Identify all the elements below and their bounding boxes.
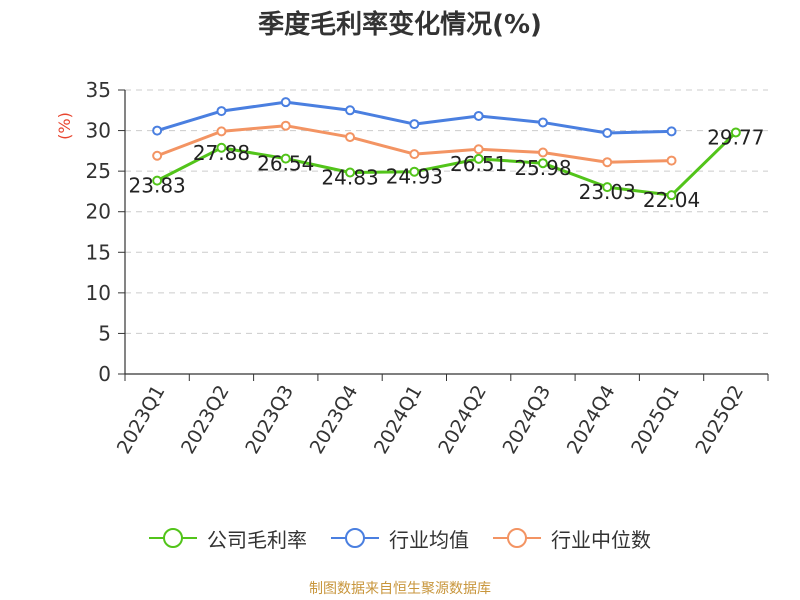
data-point xyxy=(537,158,548,169)
data-label: 29.77 xyxy=(707,125,764,149)
data-point xyxy=(537,147,548,158)
legend-item[interactable]: 公司毛利率 xyxy=(149,524,307,553)
y-tick-label: 35 xyxy=(86,78,111,102)
legend-label: 行业中位数 xyxy=(551,527,651,552)
series-line xyxy=(156,131,737,197)
data-label: 27.88 xyxy=(193,141,250,165)
data-point xyxy=(345,132,356,143)
y-tick-label: 25 xyxy=(86,159,111,183)
x-tick-label: 2024Q4 xyxy=(563,382,620,458)
x-tick-label: 2025Q2 xyxy=(691,382,748,458)
data-point xyxy=(152,150,163,161)
data-point xyxy=(216,126,227,137)
x-tick-label: 2023Q4 xyxy=(306,382,363,458)
data-point xyxy=(345,105,356,116)
data-label: 26.51 xyxy=(450,152,507,176)
legend: 公司毛利率 行业均值 行业中位数 xyxy=(0,520,800,556)
y-axis-title: (%) xyxy=(55,112,74,140)
data-point xyxy=(473,110,484,121)
data-label: 23.83 xyxy=(129,174,186,198)
data-point xyxy=(666,155,677,166)
axes: 0 5 10 15 20 25 30 35 (%) 2023Q1 2023Q2 2023Q3 2023Q… xyxy=(55,78,769,458)
legend-swatch-icon xyxy=(149,528,197,548)
data-label: 23.03 xyxy=(579,180,636,204)
x-tick-label: 2023Q3 xyxy=(241,382,298,458)
x-tick-label: 2025Q1 xyxy=(627,382,684,458)
x-tick-label: 2023Q2 xyxy=(177,382,234,458)
y-tick-label: 15 xyxy=(86,240,111,264)
x-tick-label: 2024Q2 xyxy=(434,382,491,458)
data-point xyxy=(602,157,613,168)
source-note: 制图数据来自恒生聚源数据库 xyxy=(309,581,491,597)
data-label: 24.93 xyxy=(386,165,443,189)
data-point xyxy=(345,167,356,178)
data-point xyxy=(602,182,613,193)
y-tick-label: 20 xyxy=(86,200,111,224)
gridlines xyxy=(125,89,768,334)
chart-title: 季度毛利率变化情况(%) xyxy=(258,10,542,40)
data-point xyxy=(216,106,227,117)
data-point xyxy=(152,125,163,136)
y-tick-label: 5 xyxy=(98,321,111,345)
data-point xyxy=(473,144,484,155)
x-tick-label: 2024Q3 xyxy=(499,382,556,458)
data-point xyxy=(409,166,420,177)
data-point xyxy=(473,153,484,164)
data-label: 26.54 xyxy=(257,152,314,176)
data-point xyxy=(666,126,677,137)
data-label: 24.83 xyxy=(321,166,378,190)
y-tick-label: 10 xyxy=(86,281,111,305)
legend-item[interactable]: 行业中位数 xyxy=(493,524,651,553)
series-layer xyxy=(152,97,741,201)
data-point xyxy=(730,127,741,138)
data-point xyxy=(216,142,227,153)
y-tick-label: 0 xyxy=(98,362,111,386)
y-tick-label: 30 xyxy=(86,119,111,143)
data-point xyxy=(666,190,677,201)
data-point xyxy=(152,175,163,186)
data-point xyxy=(537,117,548,128)
data-label: 25.98 xyxy=(514,156,571,180)
legend-swatch-icon xyxy=(493,528,541,548)
data-labels: 23.83 27.88 26.54 24.83 24.93 26.51 25.98 23.03… xyxy=(129,125,765,212)
data-point xyxy=(602,128,613,139)
data-point xyxy=(280,153,291,164)
data-point xyxy=(280,97,291,108)
data-point xyxy=(409,149,420,160)
legend-item[interactable]: 行业均值 xyxy=(331,524,469,553)
x-tick-label: 2024Q1 xyxy=(370,382,427,458)
data-label: 22.04 xyxy=(643,188,700,212)
x-tick-label: 2023Q1 xyxy=(113,382,170,458)
data-point xyxy=(409,119,420,130)
data-point xyxy=(280,120,291,131)
legend-swatch-icon xyxy=(331,528,379,548)
legend-label: 公司毛利率 xyxy=(207,527,307,552)
legend-label: 行业均值 xyxy=(389,527,469,552)
